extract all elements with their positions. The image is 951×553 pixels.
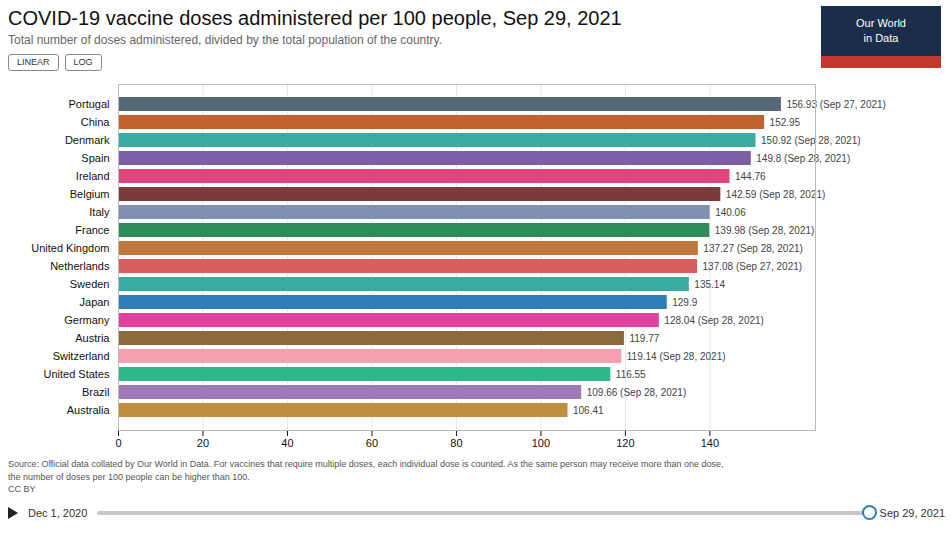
svg-text:140: 140 [701, 437, 719, 449]
svg-text:Ireland: Ireland [76, 170, 110, 182]
html-text:COVID-19 vaccine doses adminis: COVID-19 vaccine doses administered per … [8, 7, 622, 29]
svg-text:Portugal: Portugal [69, 98, 110, 110]
html-text:Source: Official data collated: Source: Official data collated by Our Wo… [8, 459, 724, 494]
svg-text:119.14 (Sep 28, 2021): 119.14 (Sep 28, 2021) [627, 351, 726, 362]
svg-text:106.41: 106.41 [573, 405, 604, 416]
svg-text:140.06: 140.06 [715, 207, 746, 218]
svg-text:144.76: 144.76 [735, 171, 766, 182]
svg-text:Italy: Italy [89, 206, 110, 218]
svg-text:60: 60 [366, 437, 378, 449]
svg-text:Japan: Japan [80, 296, 110, 308]
svg-text:Australia: Australia [67, 404, 111, 416]
html-text:Total number of doses administ: Total number of doses administered, divi… [8, 33, 442, 47]
svg-text:20: 20 [197, 437, 209, 449]
svg-text:135.14: 135.14 [694, 279, 725, 290]
svg-text:United Kingdom: United Kingdom [31, 242, 109, 254]
svg-text:149.8 (Sep 28, 2021): 149.8 (Sep 28, 2021) [756, 153, 850, 164]
svg-text:United States: United States [43, 368, 110, 380]
svg-text:40: 40 [281, 437, 293, 449]
svg-text:80: 80 [450, 437, 462, 449]
svg-text:137.08 (Sep 27, 2021): 137.08 (Sep 27, 2021) [703, 261, 803, 272]
svg-text:139.98 (Sep 28, 2021): 139.98 (Sep 28, 2021) [715, 225, 815, 236]
svg-text:Austria: Austria [75, 332, 110, 344]
html-text:Sep 29, 2021: Sep 29, 2021 [879, 506, 945, 519]
svg-text:156.93 (Sep 27, 2021): 156.93 (Sep 27, 2021) [786, 99, 886, 110]
html-text:LOG: LOG [73, 57, 93, 67]
svg-text:119.77: 119.77 [629, 333, 659, 344]
html-text:Dec 1, 2020: Dec 1, 2020 [28, 506, 88, 519]
svg-text:100: 100 [532, 437, 550, 449]
svg-text:Spain: Spain [81, 152, 109, 164]
svg-text:France: France [75, 224, 109, 236]
svg-text:Sweden: Sweden [70, 278, 110, 290]
svg-text:142.59 (Sep 28, 2021): 142.59 (Sep 28, 2021) [726, 189, 826, 200]
html-text:LINEAR: LINEAR [17, 57, 50, 67]
svg-text:128.04 (Sep 28, 2021): 128.04 (Sep 28, 2021) [664, 315, 764, 326]
svg-text:109.66 (Sep 28, 2021): 109.66 (Sep 28, 2021) [587, 387, 687, 398]
svg-text:Switzerland: Switzerland [53, 350, 110, 362]
html-text:Our World in Data: Our World in Data [856, 17, 906, 44]
svg-text:Germany: Germany [64, 314, 110, 326]
svg-text:150.92 (Sep 28, 2021): 150.92 (Sep 28, 2021) [761, 135, 861, 146]
svg-text:116.55: 116.55 [616, 369, 646, 380]
svg-text:Denmark: Denmark [65, 134, 110, 146]
svg-text:Belgium: Belgium [70, 188, 110, 200]
svg-text:152.95: 152.95 [770, 117, 801, 128]
svg-text:Brazil: Brazil [82, 386, 110, 398]
svg-text:129.9: 129.9 [672, 297, 697, 308]
svg-text:China: China [81, 116, 111, 128]
svg-text:120: 120 [616, 437, 634, 449]
svg-text:137.27 (Sep 28, 2021): 137.27 (Sep 28, 2021) [703, 243, 803, 254]
svg-text:Netherlands: Netherlands [50, 260, 110, 272]
svg-text:0: 0 [115, 437, 121, 449]
